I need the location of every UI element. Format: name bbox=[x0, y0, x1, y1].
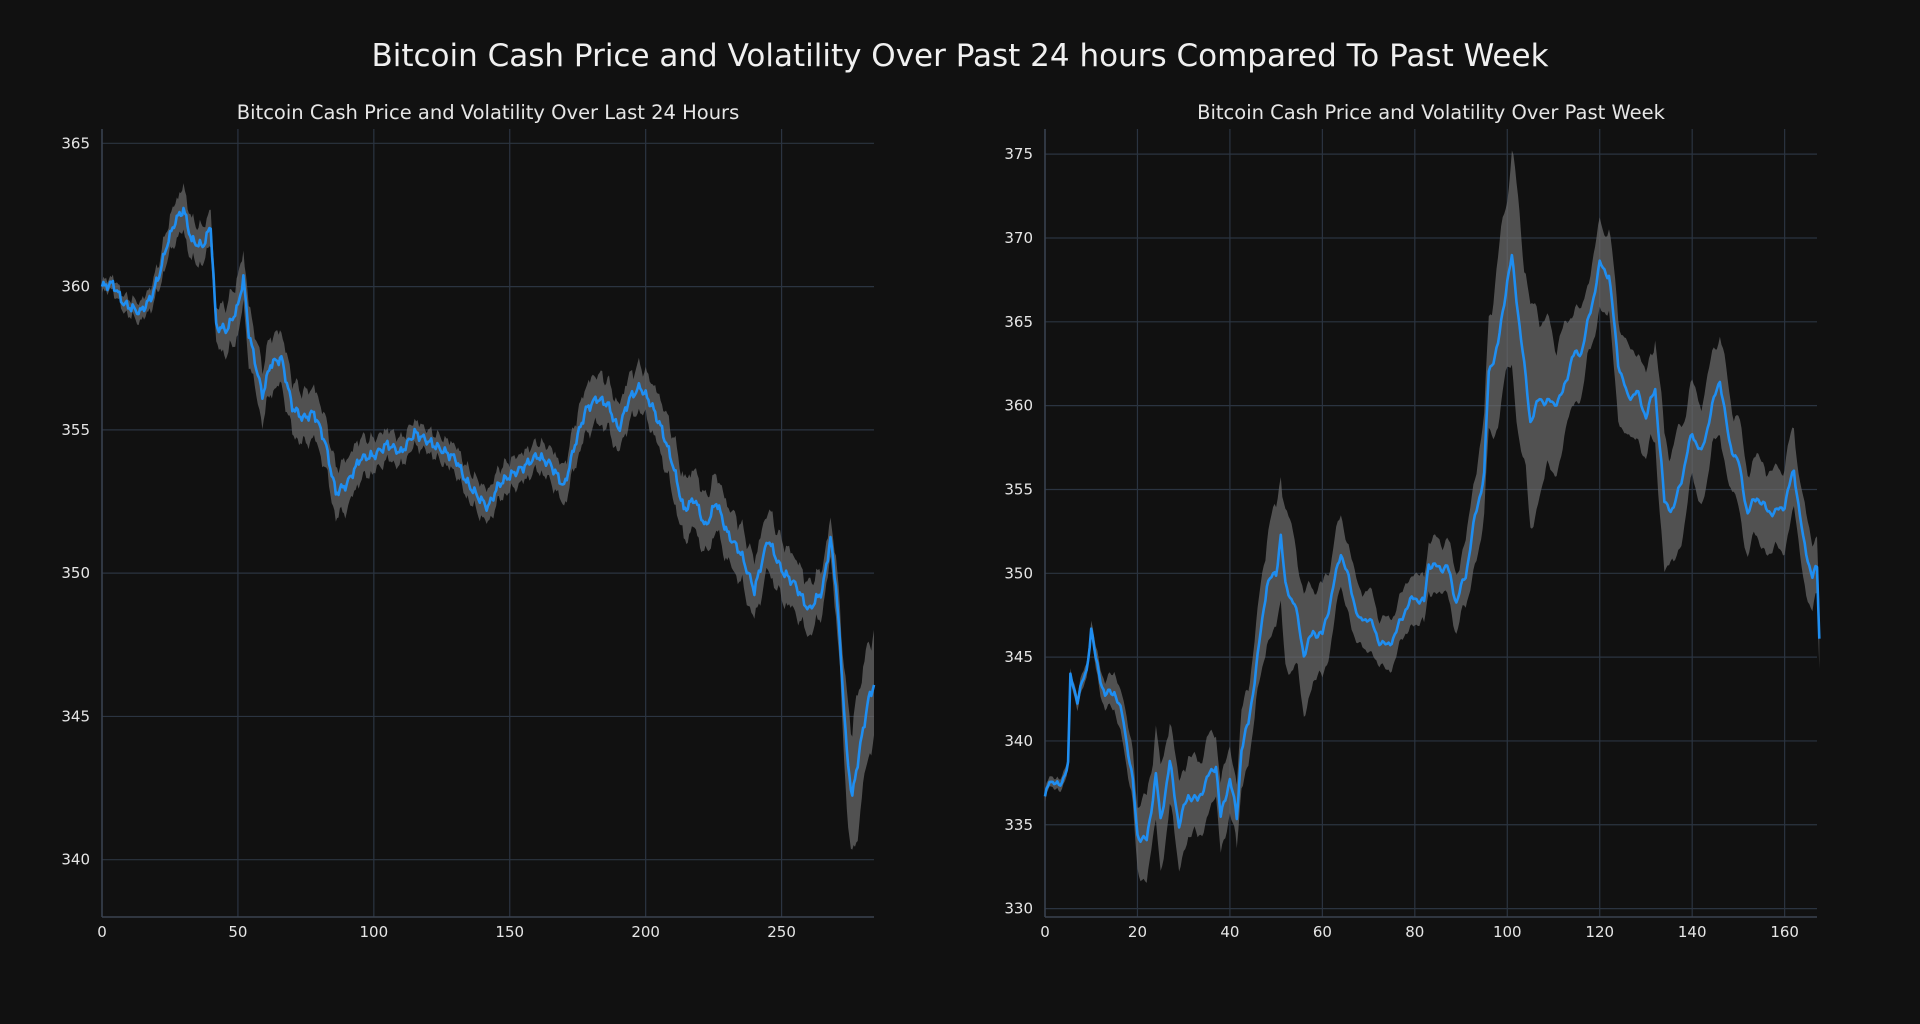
chart-last-24-hours: 0 50 100 150 200 250 340 345 350 355 360 365 Bitcoin… bbox=[61, 101, 876, 941]
y-tick-label: 355 bbox=[61, 421, 90, 439]
subplot-title: Bitcoin Cash Price and Volatility Over L… bbox=[237, 101, 739, 124]
y-tick-label: 350 bbox=[61, 564, 90, 582]
y-tick-label: 355 bbox=[1004, 480, 1033, 498]
y-tick-label: 370 bbox=[1004, 229, 1033, 247]
x-tick-label: 50 bbox=[228, 923, 247, 941]
y-tick-label: 330 bbox=[1004, 900, 1033, 918]
chart-past-week: 0 20 40 60 80 100 120 140 160 330 335 340 345 350 355 3… bbox=[1004, 101, 1821, 941]
main-title: Bitcoin Cash Price and Volatility Over P… bbox=[371, 38, 1549, 74]
x-tick-label: 120 bbox=[1585, 923, 1614, 941]
price-line bbox=[100, 206, 876, 797]
price-line bbox=[1043, 253, 1821, 843]
x-tick-label: 0 bbox=[97, 923, 107, 941]
x-tick-label: 20 bbox=[1128, 923, 1147, 941]
subplot-title: Bitcoin Cash Price and Volatility Over P… bbox=[1197, 101, 1665, 124]
volatility-band bbox=[1045, 150, 1820, 883]
y-tick-label: 375 bbox=[1004, 145, 1033, 163]
y-tick-label: 360 bbox=[61, 278, 90, 296]
x-tick-label: 40 bbox=[1220, 923, 1239, 941]
y-tick-label: 340 bbox=[61, 851, 90, 869]
y-tick-label: 365 bbox=[61, 134, 90, 152]
y-tick-label: 350 bbox=[1004, 564, 1033, 582]
y-tick-label: 335 bbox=[1004, 816, 1033, 834]
y-tick-label: 360 bbox=[1004, 397, 1033, 415]
y-tick-label: 345 bbox=[61, 707, 90, 725]
x-tick-label: 200 bbox=[631, 923, 660, 941]
x-tick-label: 100 bbox=[360, 923, 389, 941]
x-tick-label: 250 bbox=[767, 923, 796, 941]
y-tick-label: 340 bbox=[1004, 732, 1033, 750]
x-tick-label: 150 bbox=[495, 923, 524, 941]
volatility-band bbox=[102, 183, 874, 850]
y-tick-label: 365 bbox=[1004, 313, 1033, 331]
x-tick-label: 60 bbox=[1313, 923, 1332, 941]
x-tick-label: 140 bbox=[1678, 923, 1707, 941]
y-tick-label: 345 bbox=[1004, 648, 1033, 666]
x-tick-label: 100 bbox=[1493, 923, 1522, 941]
x-tick-label: 0 bbox=[1040, 923, 1050, 941]
x-tick-label: 160 bbox=[1770, 923, 1799, 941]
x-tick-label: 80 bbox=[1405, 923, 1424, 941]
